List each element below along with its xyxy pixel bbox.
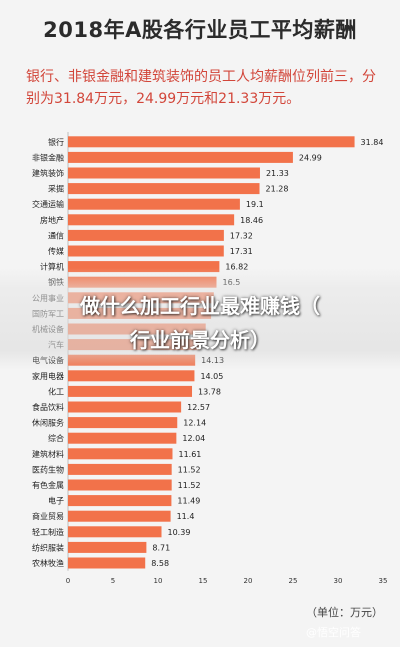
- bar-5: [68, 214, 235, 226]
- category-label-24: 商业贸易: [32, 511, 64, 521]
- value-label-24: 11.4: [177, 512, 195, 521]
- category-label-1: 非银金融: [32, 152, 64, 162]
- category-label-27: 农林牧渔: [32, 558, 64, 568]
- bar-15: [68, 370, 195, 382]
- category-label-21: 医药生物: [32, 464, 64, 474]
- bar-17: [68, 401, 182, 413]
- x-tick-1: 5: [111, 577, 115, 585]
- chart-subtitle: 银行、非银金融和建筑装饰的员工人均薪酬位列前三，分别为31.84万元，24.99…: [26, 69, 376, 107]
- category-label-3: 采掘: [48, 184, 64, 194]
- bar-23: [68, 495, 172, 507]
- bar-3: [68, 183, 260, 195]
- category-label-5: 房地产: [40, 215, 64, 225]
- x-tick-6: 30: [334, 577, 343, 585]
- value-label-8: 16.82: [225, 263, 248, 272]
- category-label-22: 有色金属: [32, 480, 64, 490]
- watermark: @悟空问答: [306, 626, 361, 639]
- bar-16: [68, 385, 193, 397]
- bar-19: [68, 432, 177, 444]
- value-label-27: 8.58: [151, 559, 169, 568]
- unit-label: （单位：万元）: [306, 606, 383, 619]
- value-label-3: 21.28: [266, 185, 289, 194]
- category-label-15: 家用电器: [32, 371, 64, 381]
- category-label-17: 食品饮料: [32, 402, 64, 412]
- x-tick-7: 35: [379, 577, 388, 585]
- value-label-23: 11.49: [177, 497, 200, 506]
- category-label-2: 建筑装饰: [32, 168, 64, 178]
- category-label-19: 综合: [48, 433, 64, 443]
- bar-4: [68, 198, 240, 210]
- bar-20: [68, 448, 173, 460]
- category-label-20: 建筑材料: [32, 449, 64, 459]
- bar-8: [68, 261, 220, 273]
- value-label-22: 11.52: [178, 481, 201, 490]
- value-label-5: 18.46: [240, 216, 263, 225]
- value-label-15: 14.05: [200, 372, 223, 381]
- value-label-0: 31.84: [361, 138, 384, 147]
- banner-line-2: 行业前景分析）: [130, 328, 270, 352]
- bar-21: [68, 463, 172, 475]
- category-label-16: 化工: [48, 386, 64, 396]
- bar-24: [68, 510, 171, 522]
- bar-27: [68, 557, 146, 569]
- chart-title: 2018年A股各行业员工平均薪酬: [43, 18, 357, 42]
- x-tick-0: 0: [66, 577, 70, 585]
- category-label-25: 轻工制造: [32, 527, 64, 537]
- bar-18: [68, 417, 178, 429]
- bar-2: [68, 167, 260, 179]
- bar-25: [68, 526, 162, 538]
- value-label-2: 21.33: [266, 169, 289, 178]
- category-label-26: 纺织服装: [32, 542, 64, 552]
- value-label-19: 12.04: [182, 434, 205, 443]
- bar-0: [68, 136, 355, 148]
- x-tick-5: 25: [289, 577, 298, 585]
- value-label-1: 24.99: [299, 153, 322, 162]
- x-tick-2: 10: [154, 577, 163, 585]
- value-label-18: 12.14: [183, 419, 206, 428]
- bar-1: [68, 151, 293, 163]
- bar-22: [68, 479, 172, 491]
- bar-7: [68, 245, 224, 257]
- category-label-8: 计算机: [40, 262, 64, 272]
- bar-6: [68, 229, 224, 241]
- overlay-banner: 做什么加工行业最难赚钱（ 行业前景分析）: [0, 268, 400, 370]
- category-label-7: 传媒: [48, 246, 64, 256]
- value-label-6: 17.32: [230, 231, 253, 240]
- value-label-26: 8.71: [152, 543, 170, 552]
- category-label-6: 通信: [48, 230, 64, 240]
- value-label-4: 19.1: [246, 200, 264, 209]
- category-label-18: 休闲服务: [32, 418, 64, 428]
- value-label-16: 13.78: [198, 387, 221, 396]
- value-label-20: 11.61: [178, 450, 201, 459]
- category-label-23: 电子: [48, 496, 64, 506]
- x-tick-4: 20: [244, 577, 253, 585]
- category-label-4: 交通运输: [32, 199, 64, 209]
- value-label-17: 12.57: [187, 403, 210, 412]
- bar-26: [68, 541, 147, 553]
- banner-line-1: 做什么加工行业最难赚钱（: [80, 294, 320, 318]
- x-tick-3: 15: [199, 577, 208, 585]
- category-label-0: 银行: [48, 137, 64, 147]
- value-label-21: 11.52: [178, 465, 201, 474]
- value-label-7: 17.31: [230, 247, 253, 256]
- value-label-25: 10.39: [168, 528, 191, 537]
